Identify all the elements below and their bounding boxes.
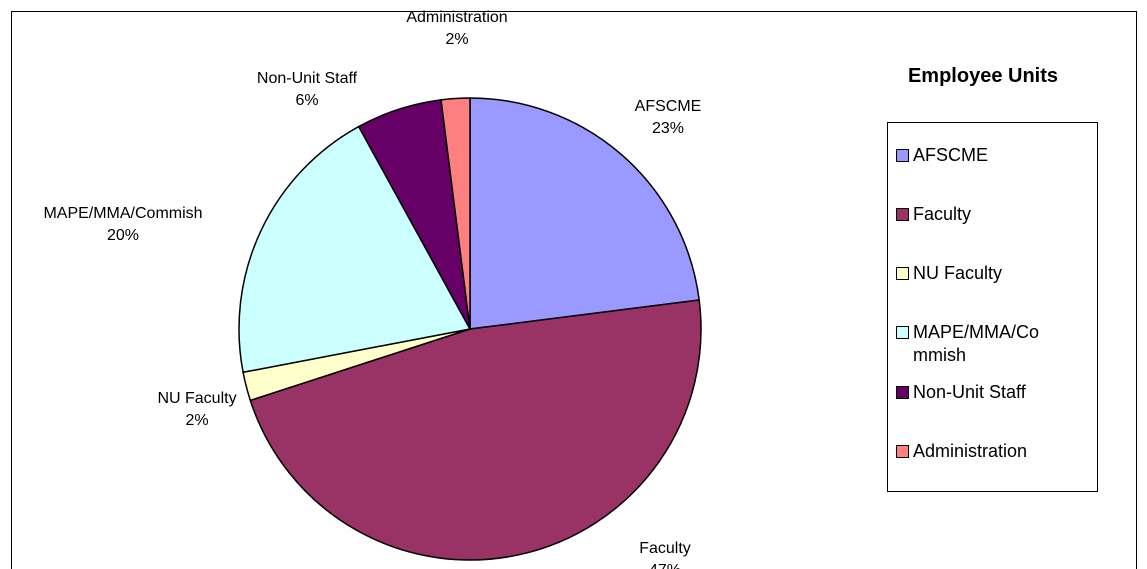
slice-value: 23% xyxy=(652,120,684,137)
legend-item: NU Faculty xyxy=(896,262,1043,285)
legend: AFSCME Faculty NU Faculty MAPE/MMA/Commish N… xyxy=(887,122,1098,492)
slice-label: Administration xyxy=(406,9,507,26)
legend-swatch xyxy=(896,267,909,280)
legend-label: NU Faculty xyxy=(913,263,1003,283)
legend-item: MAPE/MMA/Commish xyxy=(896,321,1043,367)
legend-item: AFSCME xyxy=(896,144,1043,167)
legend-label: MAPE/MMA/Commish xyxy=(913,322,1040,365)
chart-title: Employee Units xyxy=(908,65,1058,87)
slice-value: 47% xyxy=(649,562,681,569)
slice-value: 20% xyxy=(107,227,139,244)
pie-slice xyxy=(238,125,472,374)
slice-label: AFSCME xyxy=(635,98,702,115)
legend-label: Non-Unit Staff xyxy=(913,382,1026,402)
legend-swatch xyxy=(896,445,909,458)
legend-label: Faculty xyxy=(913,204,972,224)
legend-swatch xyxy=(896,386,909,399)
legend-item: Non-Unit Staff xyxy=(896,381,1043,404)
pie-slice xyxy=(469,97,701,330)
legend-item: Administration xyxy=(896,440,1043,463)
pie-slice xyxy=(440,97,471,330)
legend-swatch xyxy=(896,208,909,221)
legend-swatch xyxy=(896,326,909,339)
chart-border xyxy=(11,11,1137,569)
slice-value: 2% xyxy=(445,31,468,48)
slice-label: MAPE/MMA/Commish xyxy=(43,205,202,222)
legend-item: Faculty xyxy=(896,203,1043,226)
slice-label: NU Faculty xyxy=(157,390,236,407)
slice-label: Non-Unit Staff xyxy=(257,70,358,87)
slice-value: 2% xyxy=(185,412,208,429)
legend-label: AFSCME xyxy=(913,145,989,165)
slice-label: Faculty xyxy=(639,540,691,557)
slice-value: 6% xyxy=(295,92,318,109)
legend-swatch xyxy=(896,149,909,162)
legend-label: Administration xyxy=(913,441,1028,461)
pie-slice xyxy=(249,299,702,561)
